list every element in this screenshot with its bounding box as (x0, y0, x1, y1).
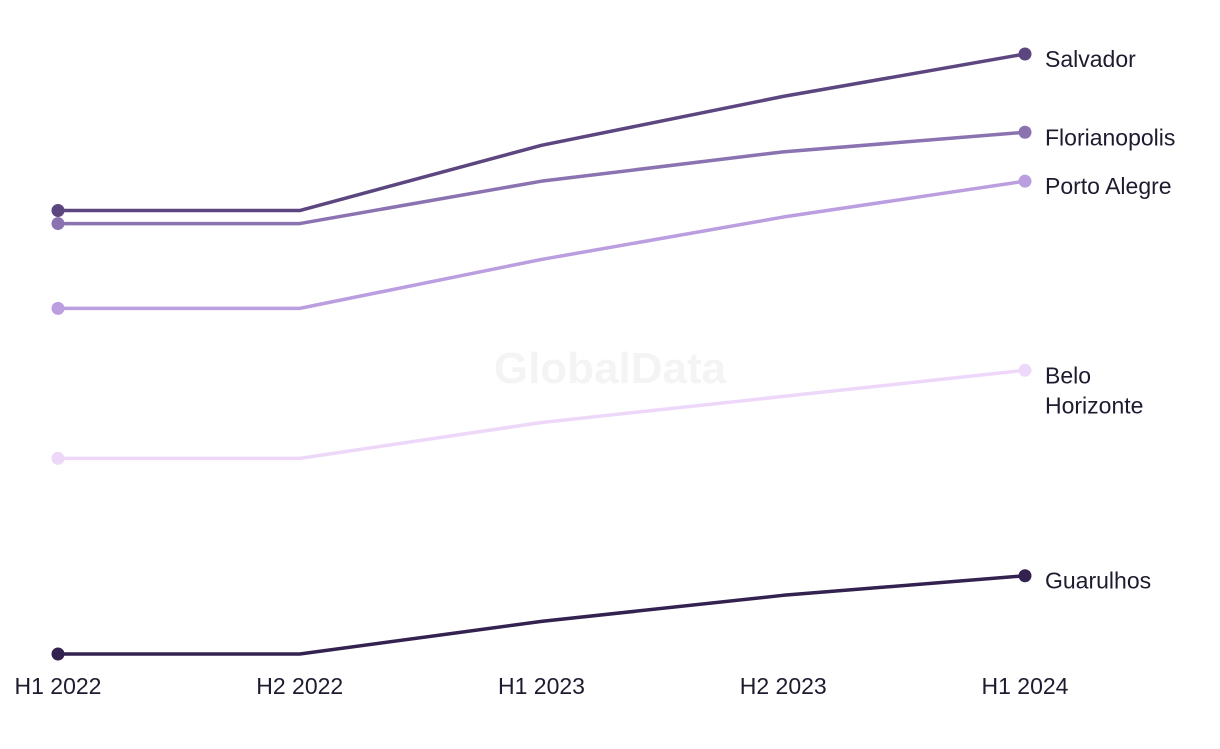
series-label: Guarulhos (1045, 568, 1151, 594)
series-label: Horizonte (1045, 392, 1143, 418)
series-line-belo-horizonte (56, 368, 1027, 461)
data-point (1018, 125, 1032, 139)
data-point (51, 217, 65, 231)
data-point (1018, 569, 1032, 583)
series-label: Belo (1045, 362, 1091, 388)
data-point (51, 301, 65, 315)
x-tick-label: H1 2024 (982, 673, 1069, 699)
series-label: Salvador (1045, 46, 1136, 72)
data-point (51, 204, 65, 218)
data-point (51, 647, 65, 661)
data-point (1018, 47, 1032, 61)
data-point (1018, 363, 1032, 377)
x-tick-label: H2 2022 (256, 673, 343, 699)
data-point (51, 451, 65, 465)
series-label: Florianopolis (1045, 124, 1175, 150)
data-point (1018, 174, 1032, 188)
series-line-porto-alegre (56, 179, 1027, 311)
x-tick-label: H1 2023 (498, 673, 585, 699)
series-line-florianopolis (56, 130, 1027, 226)
x-tick-label: H1 2022 (15, 673, 102, 699)
x-tick-label: H2 2023 (740, 673, 827, 699)
series-line-salvador (56, 52, 1027, 213)
series-label: Porto Alegre (1045, 173, 1172, 199)
series-line-guarulhos (56, 573, 1027, 656)
